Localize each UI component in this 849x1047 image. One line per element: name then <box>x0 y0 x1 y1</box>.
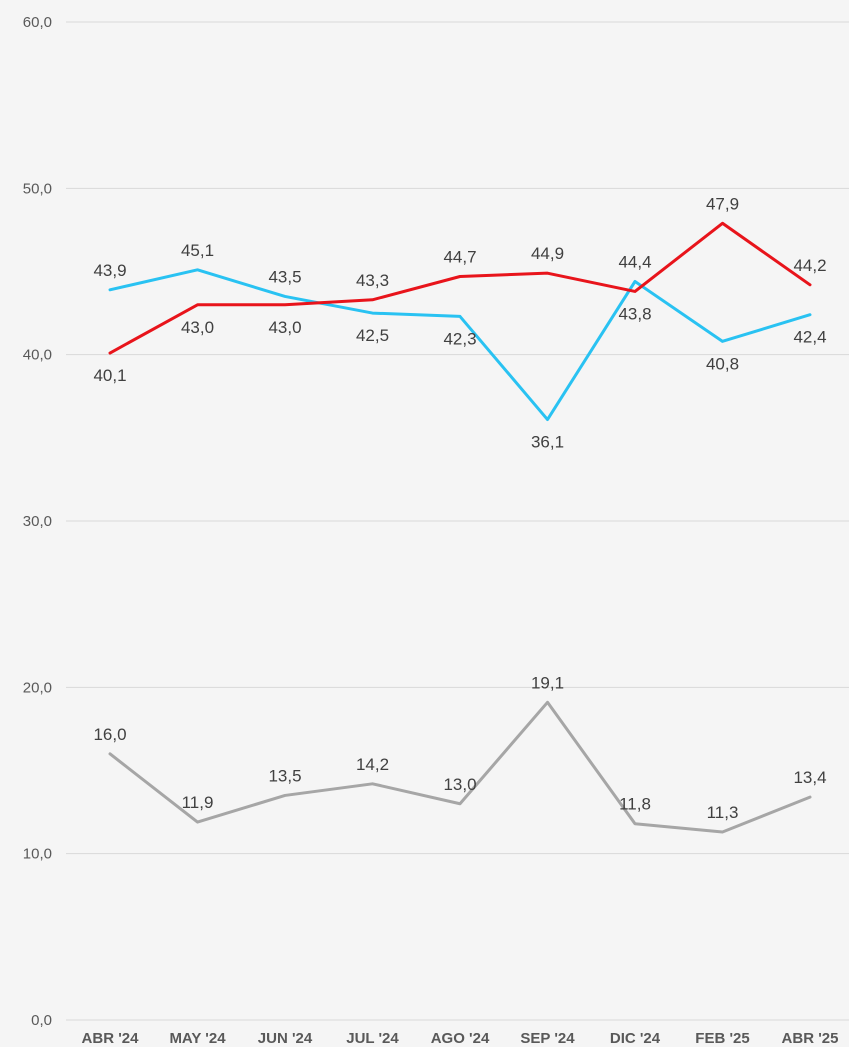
series-layer <box>108 221 812 834</box>
x-tick-label: DIC '24 <box>610 1030 661 1047</box>
data-label: 43,3 <box>356 271 389 290</box>
y-tick-label: 50,0 <box>23 180 52 197</box>
x-tick-label: FEB '25 <box>695 1030 749 1047</box>
data-label: 42,3 <box>443 329 476 348</box>
data-label: 43,9 <box>93 261 126 280</box>
y-axis-ticks: 0,0 10,0 20,0 30,0 40,0 50,0 60,0 <box>23 14 52 1029</box>
y-tick-label: 60,0 <box>23 14 52 31</box>
series-line-1 <box>108 221 812 355</box>
y-tick-label: 10,0 <box>23 846 52 863</box>
data-label: 13,5 <box>268 766 301 785</box>
x-tick-label: ABR '24 <box>82 1030 140 1047</box>
x-tick-label: JUN '24 <box>258 1030 313 1047</box>
x-tick-label: SEP '24 <box>520 1030 575 1047</box>
data-label: 43,5 <box>268 267 301 286</box>
x-tick-label: AGO '24 <box>431 1030 490 1047</box>
data-label: 16,0 <box>93 725 126 744</box>
data-label: 43,0 <box>181 318 214 337</box>
data-label: 14,2 <box>356 755 389 774</box>
data-label: 42,4 <box>793 328 826 347</box>
data-label: 36,1 <box>531 433 564 452</box>
data-label: 13,0 <box>443 775 476 794</box>
x-axis-ticks: ABR '24 MAY '24 JUN '24 JUL '24 AGO '24 SEP '… <box>82 1030 839 1047</box>
data-label: 45,1 <box>181 241 214 260</box>
data-label: 44,7 <box>443 247 476 266</box>
data-label: 11,8 <box>619 795 651 814</box>
x-tick-label: MAY '24 <box>169 1030 226 1047</box>
data-label: 11,9 <box>182 793 214 812</box>
data-label: 11,3 <box>707 803 739 822</box>
series-line-0 <box>108 268 812 422</box>
data-label: 43,8 <box>618 304 651 323</box>
y-tick-label: 0,0 <box>31 1012 52 1029</box>
data-label: 44,2 <box>793 256 826 275</box>
data-label: 40,1 <box>93 366 126 385</box>
data-label: 19,1 <box>531 673 564 692</box>
x-tick-label: JUL '24 <box>346 1030 399 1047</box>
series-line-2 <box>108 700 812 834</box>
y-tick-label: 30,0 <box>23 513 52 530</box>
y-tick-label: 20,0 <box>23 679 52 696</box>
data-label: 47,9 <box>706 194 739 213</box>
data-label-layer: 43,9 45,1 43,5 42,5 42,3 36,1 44,4 40,8 42,4 40,1… <box>93 194 826 822</box>
data-label: 44,9 <box>531 244 564 263</box>
data-label: 42,5 <box>356 326 389 345</box>
grid-layer <box>66 21 849 1021</box>
data-label: 44,4 <box>618 252 651 271</box>
y-tick-label: 40,0 <box>23 347 52 364</box>
x-tick-label: ABR '25 <box>782 1030 839 1047</box>
data-label: 43,0 <box>268 318 301 337</box>
data-label: 13,4 <box>793 768 826 787</box>
data-label: 40,8 <box>706 354 739 373</box>
